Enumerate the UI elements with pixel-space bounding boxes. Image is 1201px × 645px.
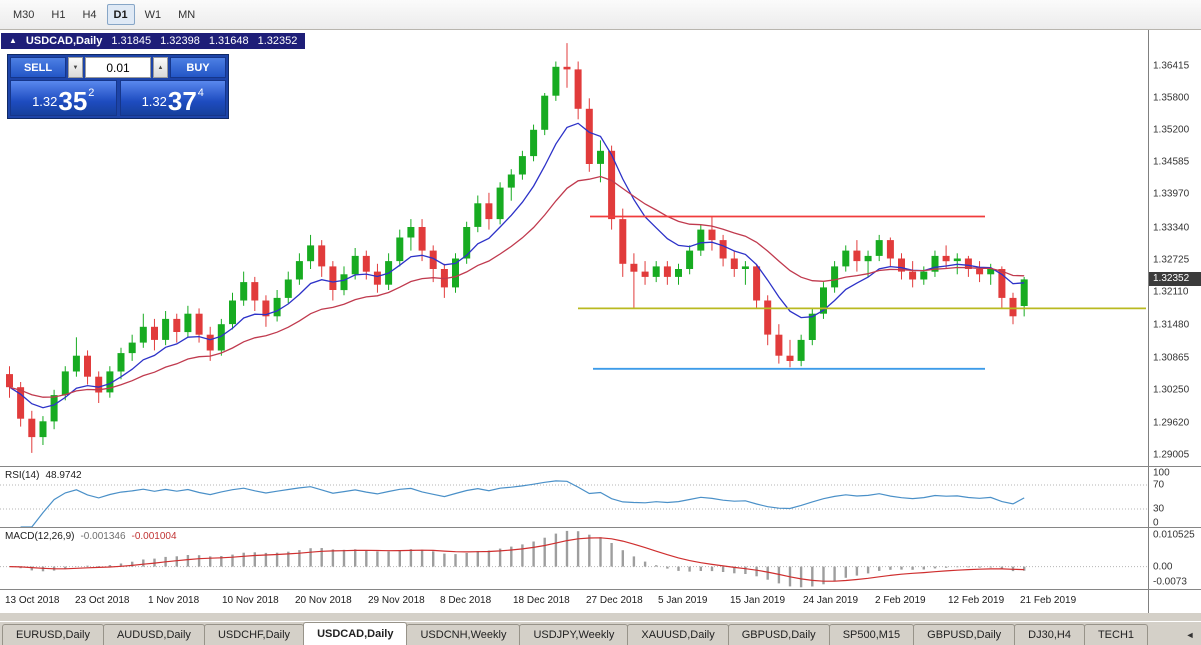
sell-price-pips: 35 xyxy=(58,85,88,116)
chart-tab-dj30-h4[interactable]: DJ30,H4 xyxy=(1014,624,1085,645)
ohlc-close: 1.32352 xyxy=(257,35,298,47)
price-axis-label: 1.31480 xyxy=(1153,319,1190,331)
chart-tab-usdcad-daily[interactable]: USDCAD,Daily xyxy=(303,622,408,645)
volume-decrease-button[interactable]: ▼ xyxy=(68,57,83,78)
sell-price-button[interactable]: 1.32 35 2 xyxy=(10,80,117,116)
ohlc-open: 1.31845 xyxy=(111,35,152,47)
macd-label: MACD(12,26,9) -0.001346 -0.001004 xyxy=(5,531,177,542)
chart-tab-audusd-daily[interactable]: AUDUSD,Daily xyxy=(102,624,205,645)
price-axis-label: 1.34585 xyxy=(1153,156,1190,168)
macd-signal-line xyxy=(9,537,1025,582)
price-axis-label: 1.35800 xyxy=(1153,92,1190,104)
time-axis-label: 8 Dec 2018 xyxy=(440,595,492,606)
timeframe-button-w1[interactable]: W1 xyxy=(138,4,169,25)
chart-window: 13 Oct 2018 23 Oct 2018 1 Nov 2018 10 Nov 2… xyxy=(0,30,1201,613)
time-axis-label: 24 Jan 2019 xyxy=(803,595,859,606)
price-axis-label: 1.29005 xyxy=(1153,449,1190,461)
chart-symbol-title: USDCAD,Daily xyxy=(25,35,103,47)
price-axis-label: 1.30865 xyxy=(1153,352,1190,363)
price-axis-label: 1.35200 xyxy=(1153,124,1190,136)
macd-indicator-canvas[interactable] xyxy=(0,528,1148,589)
pane-divider[interactable] xyxy=(0,527,1201,528)
time-axis-label: 15 Jan 2019 xyxy=(730,595,786,606)
rsi-line xyxy=(20,480,1025,527)
rsi-axis-label: 0 xyxy=(1153,517,1159,529)
chart-tab-usdcnh-weekly[interactable]: USDCNH,Weekly xyxy=(406,624,521,645)
tab-scroll-left-button[interactable]: ◄ xyxy=(1185,630,1195,640)
price-axis-label: 1.29620 xyxy=(1153,417,1190,429)
chart-tab-tech1[interactable]: TECH1 xyxy=(1083,624,1148,645)
macd-signal-value: -0.001004 xyxy=(131,531,177,542)
buy-button[interactable]: BUY xyxy=(170,57,226,78)
ma-slow-line[interactable] xyxy=(9,175,1025,398)
macd-axis-label-top: 0.010525 xyxy=(1153,529,1195,541)
time-axis-label: 18 Dec 2018 xyxy=(513,595,570,606)
time-axis-label: 27 Dec 2018 xyxy=(586,595,643,606)
macd-value: -0.001346 xyxy=(80,531,126,542)
timeframe-button-h1[interactable]: H1 xyxy=(44,4,72,25)
chart-tab-bar: EURUSD,Daily AUDUSD,Daily USDCHF,Daily USDC… xyxy=(0,621,1201,645)
price-axis-label: 1.33340 xyxy=(1153,222,1190,233)
price-axis[interactable]: 0.010525 0.00 -0.0073 1.32352 1.36415 1.3… xyxy=(1148,30,1201,613)
time-axis-label: 5 Jan 2019 xyxy=(658,595,708,606)
rsi-axis-label: 30 xyxy=(1153,503,1165,515)
ma-fast-line[interactable] xyxy=(9,122,1025,409)
price-axis-label: 1.32110 xyxy=(1153,286,1189,298)
time-axis-label: 29 Nov 2018 xyxy=(368,595,425,606)
one-click-trading-panel: SELL ▼ ▲ BUY 1.32 35 2 1.32 37 4 xyxy=(7,54,229,119)
rsi-axis-label: 70 xyxy=(1153,479,1165,491)
chart-tab-gbpusd-daily[interactable]: GBPUSD,Daily xyxy=(913,624,1016,645)
timeframe-button-mn[interactable]: MN xyxy=(171,4,202,25)
time-axis-label: 13 Oct 2018 xyxy=(5,595,60,606)
one-click-toggle-icon[interactable]: ▲ xyxy=(9,36,17,45)
chart-tab-sp500-m15[interactable]: SP500,M15 xyxy=(828,624,915,645)
time-axis-label: 21 Feb 2019 xyxy=(1020,595,1077,606)
chart-tab-usdjpy-weekly[interactable]: USDJPY,Weekly xyxy=(519,624,629,645)
pane-divider[interactable] xyxy=(0,466,1201,467)
sell-button[interactable]: SELL xyxy=(10,57,66,78)
rsi-axis-label: 100 xyxy=(1153,467,1170,479)
ohlc-high: 1.32398 xyxy=(160,35,200,47)
time-axis[interactable]: 13 Oct 2018 23 Oct 2018 1 Nov 2018 10 Nov 2… xyxy=(0,590,1148,613)
chart-title-bar: ▲ USDCAD,Daily 1.31845 1.32398 1.31648 1… xyxy=(1,33,306,49)
buy-price-prefix: 1.32 xyxy=(141,94,167,109)
time-axis-label: 20 Nov 2018 xyxy=(295,595,352,606)
price-axis-label: 1.30250 xyxy=(1153,384,1190,396)
buy-price-point: 4 xyxy=(197,87,204,99)
macd-axis-label-zero: 0.00 xyxy=(1153,561,1173,573)
rsi-value: 48.9742 xyxy=(45,470,82,481)
rsi-indicator-canvas[interactable] xyxy=(0,467,1148,527)
timeframe-button-d1[interactable]: D1 xyxy=(106,4,135,25)
chart-tab-usdchf-daily[interactable]: USDCHF,Daily xyxy=(203,624,305,645)
time-axis-label: 10 Nov 2018 xyxy=(222,595,279,606)
price-axis-label: 1.33970 xyxy=(1153,188,1190,200)
chart-tab-eurusd-daily[interactable]: EURUSD,Daily xyxy=(2,624,104,645)
time-axis-label: 2 Feb 2019 xyxy=(875,595,926,606)
sell-price-point: 2 xyxy=(88,87,95,99)
chart-tab-xauusd-daily[interactable]: XAUUSD,Daily xyxy=(627,624,729,645)
volume-input[interactable] xyxy=(85,57,151,78)
macd-name: MACD(12,26,9) xyxy=(5,531,75,542)
rsi-label: RSI(14) 48.9742 xyxy=(5,470,82,481)
timeframe-button-m30[interactable]: M30 xyxy=(6,4,41,25)
rsi-name: RSI(14) xyxy=(5,470,40,481)
timeframe-toolbar: M30 H1 H4 D1 W1 MN xyxy=(0,0,1201,30)
sell-price-prefix: 1.32 xyxy=(32,94,58,109)
buy-price-button[interactable]: 1.32 37 4 xyxy=(119,80,226,116)
timeframe-button-h4[interactable]: H4 xyxy=(75,4,103,25)
price-axis-label: 1.32725 xyxy=(1153,254,1190,266)
price-axis-label: 1.36415 xyxy=(1153,60,1190,72)
time-axis-label: 12 Feb 2019 xyxy=(948,595,1005,606)
buy-price-pips: 37 xyxy=(167,85,197,116)
time-axis-label: 23 Oct 2018 xyxy=(75,595,130,606)
chart-tab-gbpusd-daily[interactable]: GBPUSD,Daily xyxy=(727,624,830,645)
macd-axis-label-bottom: -0.0073 xyxy=(1153,576,1187,588)
pane-divider[interactable] xyxy=(0,589,1201,590)
main-chart-canvas[interactable] xyxy=(0,30,1148,466)
volume-increase-button[interactable]: ▲ xyxy=(153,57,168,78)
time-axis-label: 1 Nov 2018 xyxy=(148,595,200,606)
ohlc-low: 1.31648 xyxy=(208,35,249,47)
current-price-badge: 1.32352 xyxy=(1149,272,1201,287)
